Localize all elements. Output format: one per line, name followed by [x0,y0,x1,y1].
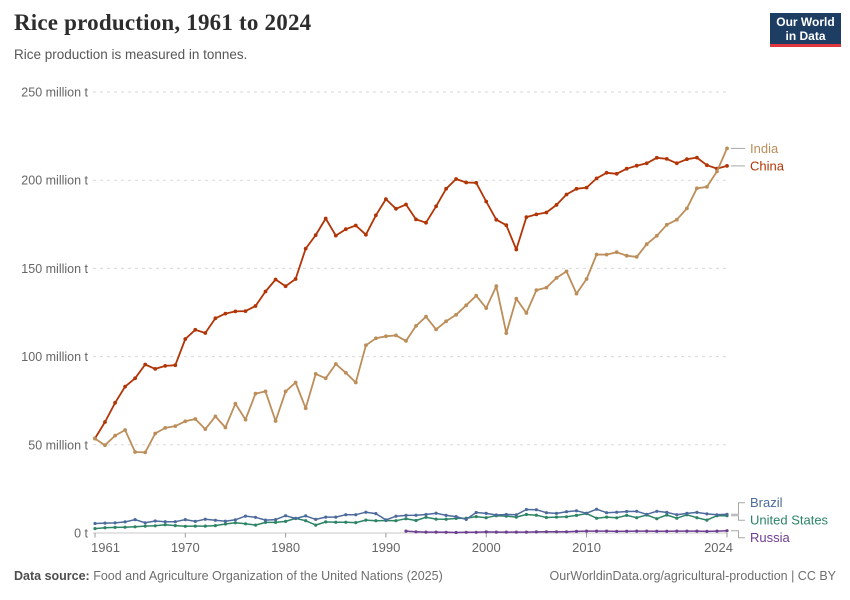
series-label-united-states[interactable]: United States [750,513,829,528]
series-line-brazil[interactable] [94,508,728,525]
y-tick-label: 200 million t [21,174,88,188]
x-tick-label: 2000 [472,540,501,555]
chart-footer: Data source: Food and Agriculture Organi… [14,569,836,583]
x-tick-label: 2024 [704,540,733,555]
series-line-united-states[interactable] [94,512,728,530]
data-source-line: Data source: Food and Agriculture Organi… [14,569,443,583]
x-tick-label: 1990 [371,540,400,555]
x-tick-label: 1980 [271,540,300,555]
label-connector-russia [731,530,745,539]
data-source-label: Data source: [14,569,90,583]
series-line-china[interactable] [94,156,728,440]
owid-logo-line2: in Data [785,28,826,43]
data-source-text: Food and Agriculture Organization of the… [93,569,443,583]
series-line-india[interactable] [94,147,728,454]
x-tick-label: 1961 [91,540,120,555]
y-tick-label: 0 t [74,527,88,541]
chart-svg: 0 t 50 million t 100 million t 150 million … [21,86,829,556]
owid-logo-line1: Our World [776,14,835,29]
y-tick-label: 150 million t [21,262,88,276]
chart-subtitle: Rice production is measured in tonnes. [14,47,248,62]
series-label-brazil[interactable]: Brazil [750,495,783,510]
series-label-india[interactable]: India [750,141,779,156]
footer-link[interactable]: OurWorldinData.org/agricultural-producti… [549,569,836,583]
y-tick-label: 50 million t [28,438,88,452]
y-tick-label: 250 million t [21,86,88,100]
x-tick-label: 1970 [171,540,200,555]
series-markers-india[interactable] [93,146,729,455]
series-label-russia[interactable]: Russia [750,530,791,545]
x-tick-label: 2010 [572,540,601,555]
series-label-china[interactable]: China [750,158,785,173]
series-markers-china[interactable] [93,155,729,441]
series-markers-russia[interactable] [404,529,729,535]
y-tick-label: 100 million t [21,350,88,364]
label-connector-united-states [731,515,745,521]
page-title: Rice production, 1961 to 2024 [14,10,312,35]
label-connector-brazil [731,502,745,515]
owid-logo[interactable]: Our World in Data [770,13,841,47]
series-markers-brazil[interactable] [93,507,729,526]
